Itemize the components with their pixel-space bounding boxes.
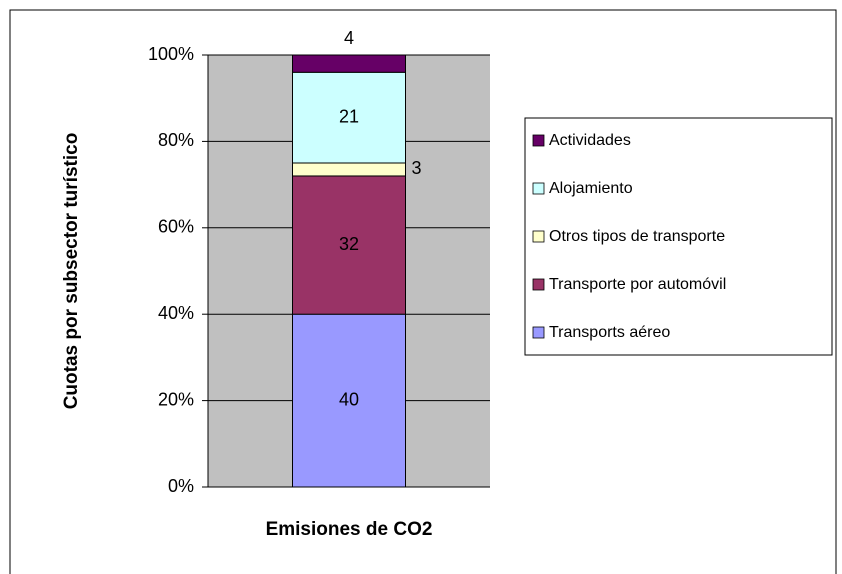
bar-segment — [292, 313, 406, 488]
legend-label: Transporte por automóvil — [549, 276, 726, 293]
data-label: 3 — [412, 158, 422, 178]
legend-swatch — [532, 182, 545, 195]
legend-label: Actividades — [549, 132, 631, 149]
data-label: 40 — [339, 389, 359, 409]
bar-segment — [292, 71, 406, 164]
legend-label: Otros tipos de transporte — [549, 228, 725, 245]
y-tick-label: 0% — [168, 476, 194, 496]
y-axis-label: Cuotas por subsector turístico — [61, 133, 82, 410]
x-tick-label: Emisiones de CO2 — [266, 519, 433, 540]
legend-label: Alojamiento — [549, 180, 633, 197]
legend-swatch — [532, 278, 545, 291]
legend-swatch — [532, 230, 545, 243]
data-label: 32 — [339, 234, 359, 254]
legend-label: Transports aéreo — [549, 324, 670, 341]
bar-segment — [292, 162, 406, 177]
data-label: 4 — [344, 28, 354, 48]
y-tick-label: 80% — [158, 130, 194, 150]
bar-segment — [292, 54, 406, 73]
y-tick-label: 60% — [158, 217, 194, 237]
y-tick-label: 40% — [158, 303, 194, 323]
y-tick-label: 100% — [148, 44, 194, 64]
legend-swatch — [532, 134, 545, 147]
bar-segment — [292, 175, 406, 315]
data-label: 21 — [339, 106, 359, 126]
legend-swatch — [532, 326, 545, 339]
legend-box — [524, 117, 833, 356]
y-tick-label: 20% — [158, 389, 194, 409]
chart-frame — [9, 9, 837, 574]
